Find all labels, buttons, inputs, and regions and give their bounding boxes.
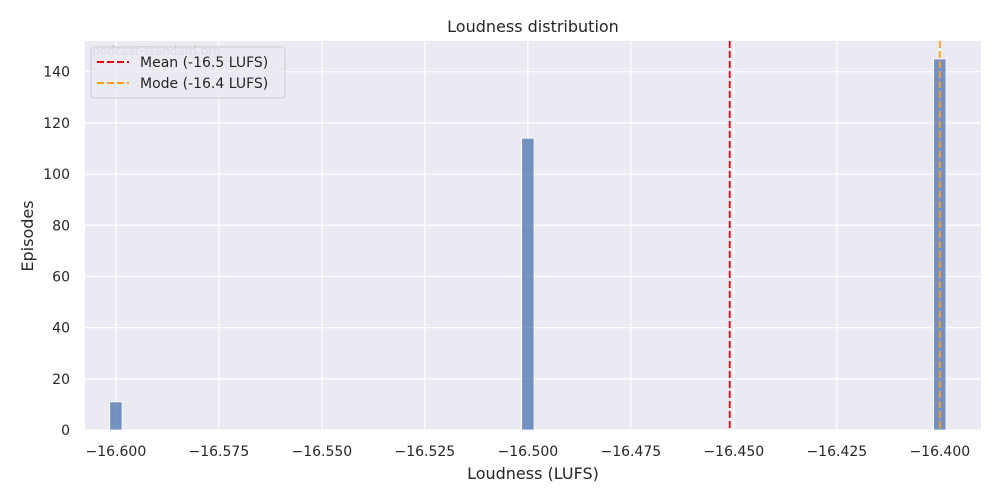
legend-label-mean: Mean (-16.5 LUFS) <box>140 55 268 71</box>
y-tick-label-7: 140 <box>43 65 70 81</box>
y-tick-label-5: 100 <box>43 167 70 183</box>
histogram-bar-0 <box>109 401 123 431</box>
y-tick-label-0: 0 <box>61 423 70 439</box>
legend-label-mode: Mode (-16.4 LUFS) <box>140 76 268 92</box>
legend: Mean (-16.5 LUFS) Mode (-16.4 LUFS) <box>90 46 286 99</box>
x-tick-label-0: −16.600 <box>86 444 147 460</box>
y-tick-label-2: 40 <box>52 321 70 337</box>
y-tick-labels: 0 20 40 60 80 100 120 140 <box>43 65 70 439</box>
histogram-bar-1 <box>521 137 535 431</box>
y-tick-label-6: 120 <box>43 116 70 132</box>
x-axis-title: Loudness (LUFS) <box>467 464 599 483</box>
x-tick-label-1: −16.575 <box>189 444 250 460</box>
y-tick-label-4: 80 <box>52 218 70 234</box>
y-tick-label-1: 20 <box>52 372 70 388</box>
y-tick-label-3: 60 <box>52 269 70 285</box>
x-tick-label-5: −16.475 <box>600 444 661 460</box>
x-tick-label-4: −16.500 <box>497 444 558 460</box>
x-tick-label-3: −16.525 <box>395 444 456 460</box>
x-tick-labels: −16.600 −16.575 −16.550 −16.525 −16.500 −16.4… <box>86 444 971 460</box>
x-tick-label-2: −16.550 <box>292 444 353 460</box>
legend-box <box>90 46 286 99</box>
x-tick-label-6: −16.450 <box>703 444 764 460</box>
reference-lines <box>728 41 941 430</box>
x-tick-label-8: −16.400 <box>909 444 970 460</box>
chart-title: Loudness distribution <box>447 17 619 36</box>
x-tick-label-7: −16.425 <box>806 444 867 460</box>
y-axis-title: Episodes <box>18 200 37 271</box>
